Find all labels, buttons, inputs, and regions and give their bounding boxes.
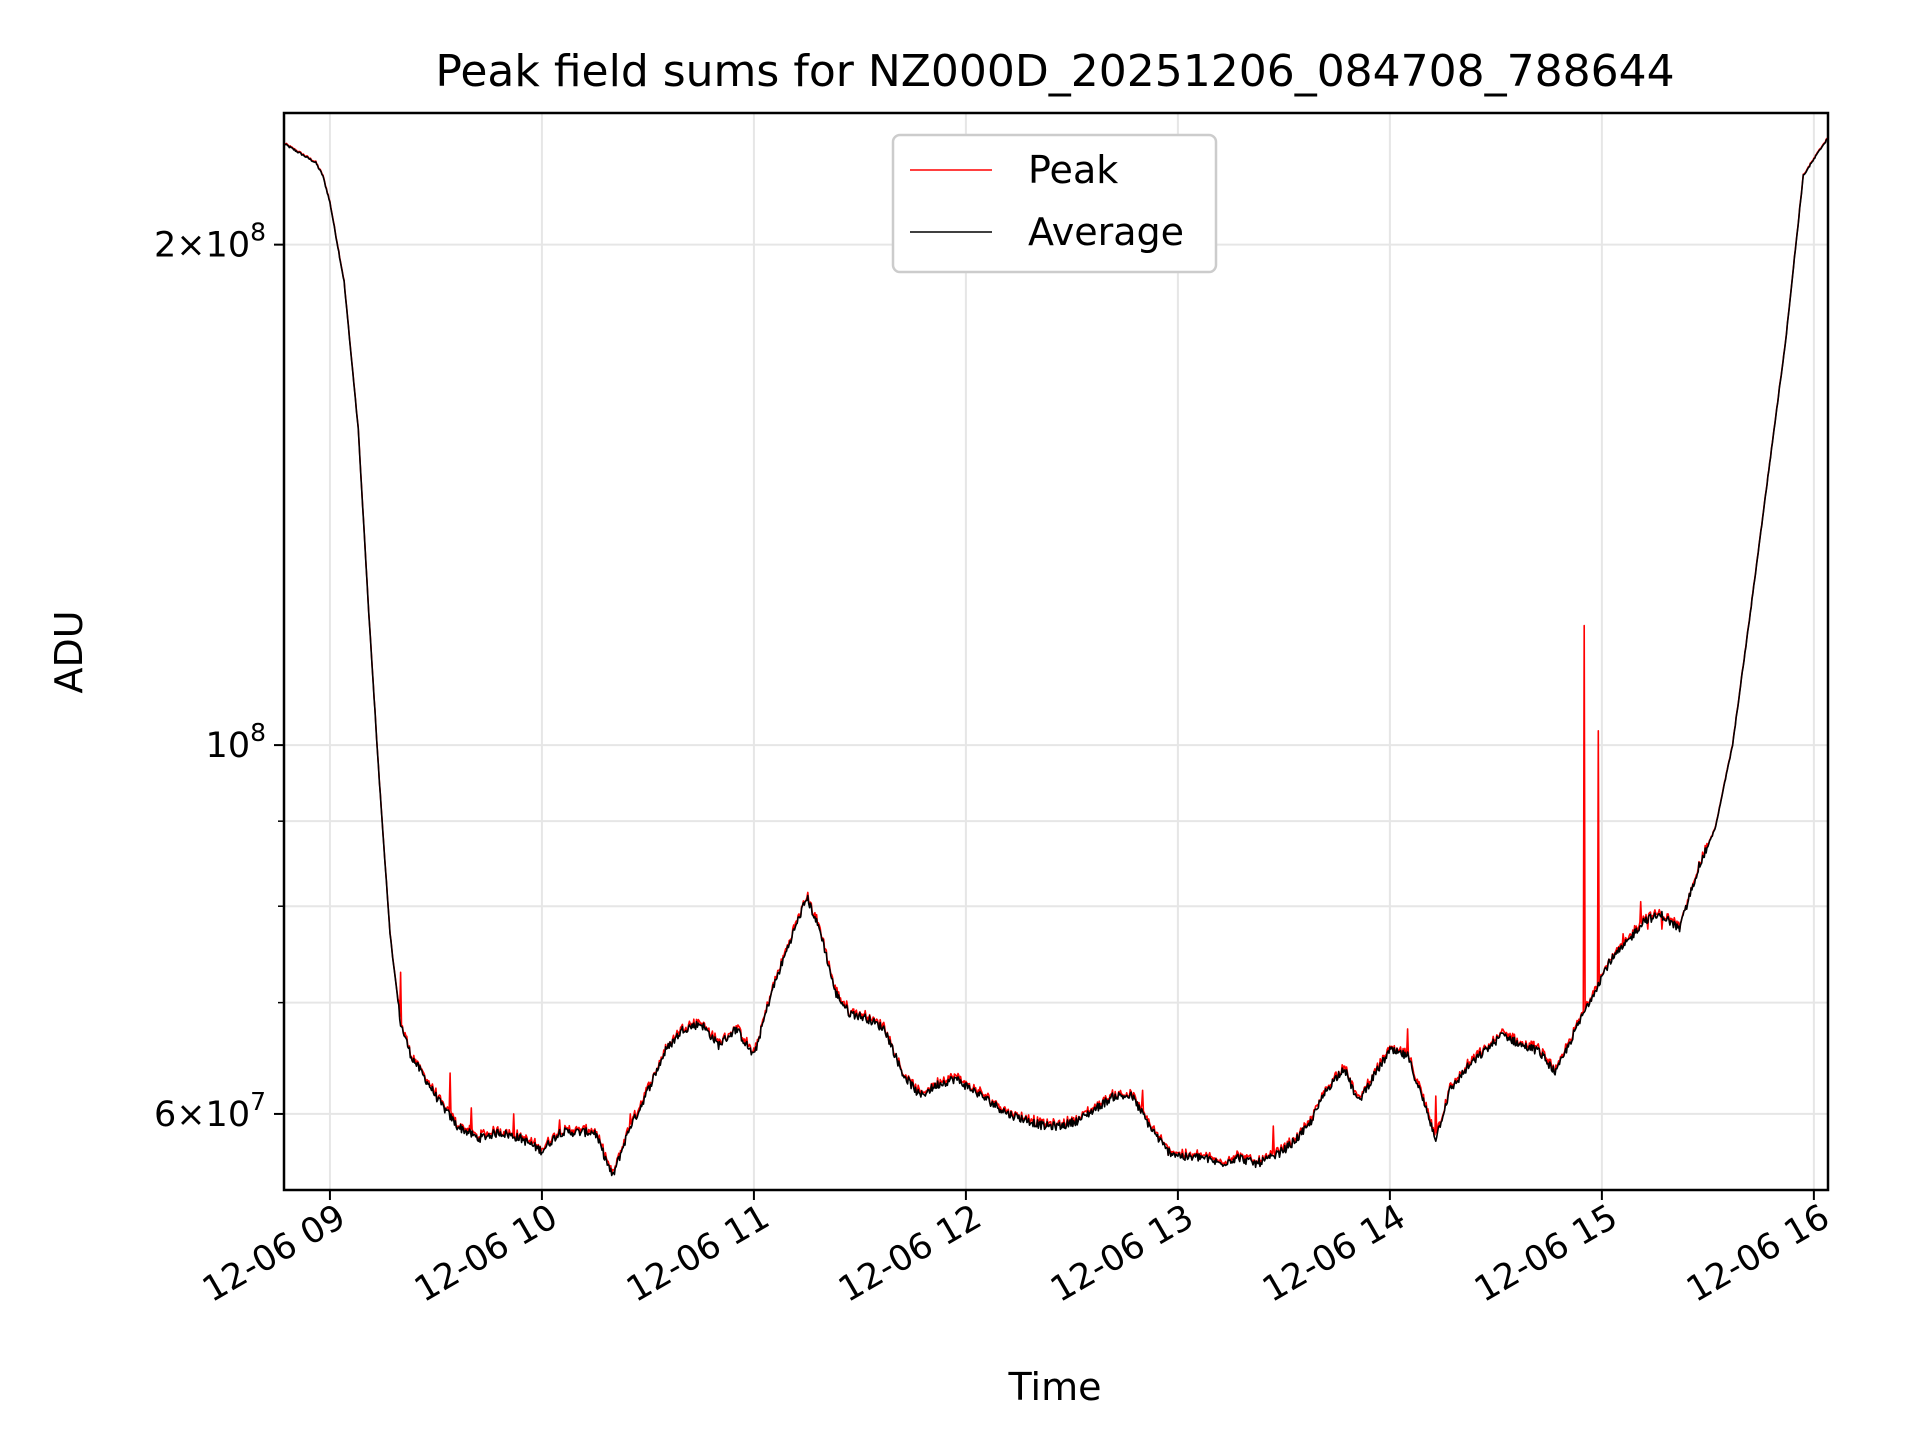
- x-tick-label: 12-06 15: [1468, 1197, 1624, 1310]
- x-axis: 12-06 09 12-06 10 12-06 11 12-06 12 12-06 13…: [196, 1190, 1836, 1310]
- legend-peak-label: Peak: [1028, 148, 1118, 192]
- average-series-line: [283, 137, 1829, 1177]
- plot-area: [283, 136, 1829, 1177]
- x-axis-label: Time: [1008, 1365, 1102, 1409]
- legend: Peak Average: [891, 133, 1218, 274]
- x-tick-label: 12-06 16: [1680, 1197, 1836, 1310]
- y-tick-label: 6×107: [154, 1087, 266, 1135]
- plot-frame: [282, 111, 1830, 1192]
- grid-lines: [284, 113, 1828, 1190]
- y-axis: 6×107 108 2×108: [154, 218, 284, 1135]
- x-tick-label: 12-06 13: [1044, 1197, 1200, 1310]
- y-axis-label: ADU: [47, 610, 91, 693]
- x-tick-label: 12-06 11: [620, 1197, 776, 1310]
- x-tick-label: 12-06 10: [408, 1197, 564, 1310]
- x-tick-label: 12-06 14: [1256, 1197, 1412, 1310]
- x-tick-label: 12-06 12: [832, 1197, 988, 1310]
- chart-title: Peak field sums for NZ000D_20251206_0847…: [435, 46, 1674, 97]
- x-tick-label: 12-06 09: [196, 1197, 352, 1310]
- y-tick-label: 108: [206, 718, 266, 766]
- legend-average-label: Average: [1028, 210, 1184, 254]
- y-tick-label: 2×108: [154, 218, 266, 266]
- peak-series-line: [283, 136, 1829, 1175]
